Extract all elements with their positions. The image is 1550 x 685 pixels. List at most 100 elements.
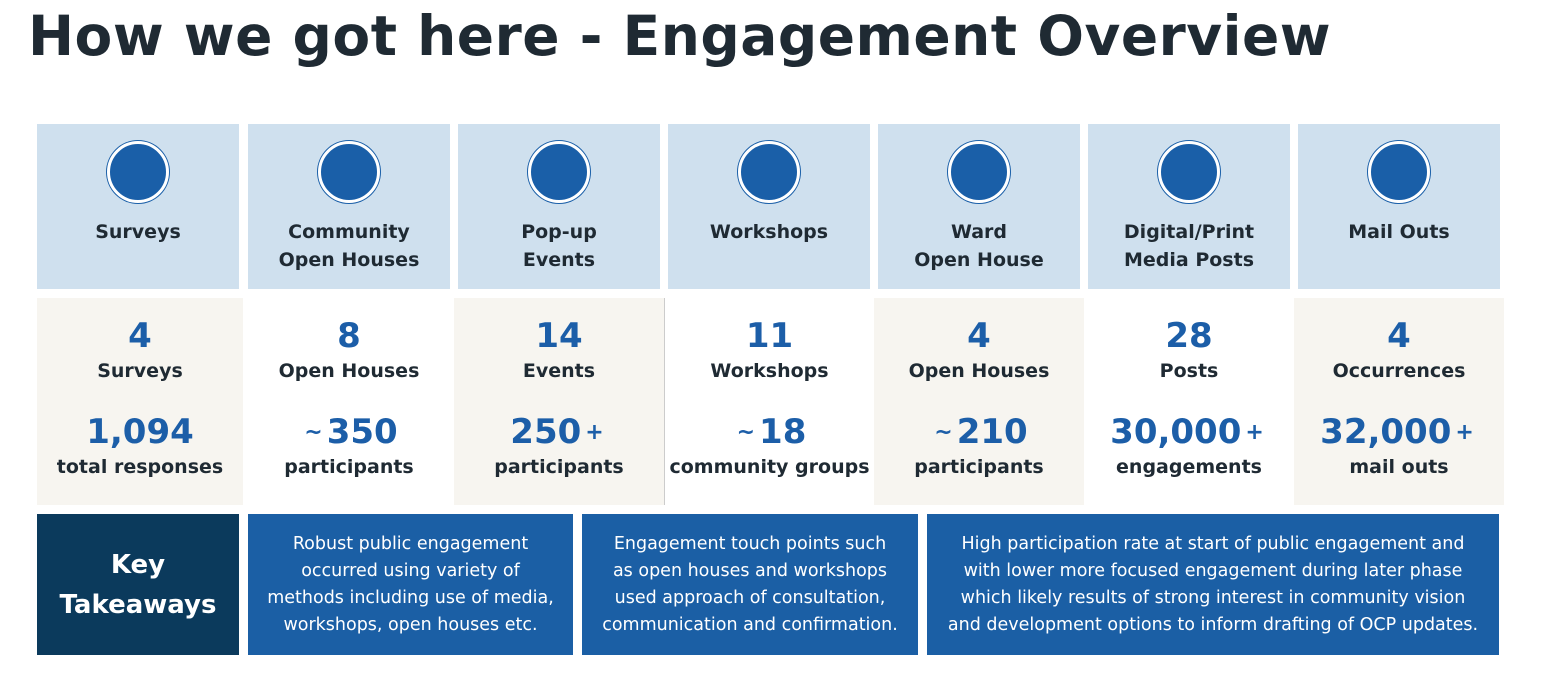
count: 28 bbox=[1165, 316, 1213, 356]
method-card: Community Open Houses bbox=[248, 124, 450, 289]
takeaway-box: Engagement touch points such as open hous… bbox=[582, 514, 918, 655]
label-line: Community bbox=[288, 221, 410, 243]
method-label: Community Open Houses bbox=[248, 218, 450, 274]
method-card: Pop-up Events bbox=[458, 124, 660, 289]
reach-suffix: + bbox=[585, 420, 604, 445]
count-unit: Posts bbox=[1159, 360, 1219, 382]
count: 4 bbox=[1387, 316, 1411, 356]
takeaway-line: communication and confirmation. bbox=[602, 614, 898, 635]
heading-line: Key bbox=[110, 549, 166, 580]
reach-unit: engagements bbox=[1116, 456, 1262, 478]
method-card: Digital/Print Media Posts bbox=[1088, 124, 1290, 289]
method-icon bbox=[948, 141, 1010, 203]
count-unit: Open Houses bbox=[908, 360, 1050, 382]
method-card: Surveys bbox=[37, 124, 239, 289]
count-unit: Events bbox=[522, 360, 596, 382]
takeaway-line: which likely results of strong interest … bbox=[960, 587, 1466, 608]
reach-unit: participants bbox=[494, 456, 624, 478]
reach-prefix: ~ bbox=[304, 420, 323, 445]
label-line: Open House bbox=[914, 249, 1044, 271]
method-card: Workshops bbox=[668, 124, 870, 289]
count: 4 bbox=[128, 316, 152, 356]
takeaway-line: Engagement touch points such bbox=[613, 533, 887, 554]
method-card: Mail Outs bbox=[1298, 124, 1500, 289]
stat-card: 4 Surveys 1,094 total responses bbox=[37, 298, 243, 505]
method-label: Mail Outs bbox=[1298, 218, 1500, 246]
count-unit: Open Houses bbox=[278, 360, 420, 382]
reach-value: 1,094 bbox=[86, 412, 194, 452]
reach-value: 350 bbox=[326, 412, 398, 452]
method-icon bbox=[1368, 141, 1430, 203]
method-icon bbox=[528, 141, 590, 203]
count-unit: Surveys bbox=[97, 360, 183, 382]
label-line: Ward bbox=[950, 221, 1008, 243]
takeaway-line: with lower more focused engagement durin… bbox=[963, 560, 1463, 581]
stat-card: 8 Open Houses ~350 participants bbox=[244, 298, 454, 505]
stat-card: 11 Workshops ~18 community groups bbox=[664, 298, 874, 505]
takeaway-line: used approach of consultation, bbox=[614, 587, 886, 608]
takeaway-line: occurred using variety of bbox=[301, 560, 520, 581]
stat-card: 4 Open Houses ~210 participants bbox=[874, 298, 1084, 505]
reach-unit: community groups bbox=[669, 456, 870, 478]
takeaway-box: High participation rate at start of publ… bbox=[927, 514, 1499, 655]
count: 14 bbox=[535, 316, 583, 356]
reach-value: 210 bbox=[956, 412, 1028, 452]
method-label: Workshops bbox=[668, 218, 870, 246]
method-icon bbox=[738, 141, 800, 203]
stat-card: 28 Posts 30,000 + engagements bbox=[1084, 298, 1294, 505]
method-label: Surveys bbox=[37, 218, 239, 246]
reach: 32,000 + bbox=[1294, 412, 1504, 452]
label-line: Workshops bbox=[709, 221, 829, 243]
reach-value: 32,000 bbox=[1320, 412, 1452, 452]
label-line: Events bbox=[522, 249, 596, 271]
page-title: How we got here - Engagement Overview bbox=[28, 4, 1332, 68]
heading-line: Takeaways bbox=[59, 589, 217, 620]
reach: ~350 bbox=[244, 412, 454, 452]
count-unit: Occurrences bbox=[1332, 360, 1466, 382]
label-line: Mail Outs bbox=[1348, 221, 1450, 243]
takeaway-line: as open houses and workshops bbox=[612, 560, 888, 581]
takeaway-line: methods including use of media, bbox=[267, 587, 554, 608]
takeaway-line: workshops, open houses etc. bbox=[283, 614, 538, 635]
reach-value: 250 bbox=[510, 412, 582, 452]
reach-prefix: ~ bbox=[934, 420, 953, 445]
takeaway-line: High participation rate at start of publ… bbox=[961, 533, 1465, 554]
reach-unit: participants bbox=[284, 456, 414, 478]
method-icon bbox=[318, 141, 380, 203]
reach-prefix: ~ bbox=[736, 420, 756, 445]
method-icon bbox=[107, 141, 169, 203]
reach-unit: participants bbox=[914, 456, 1044, 478]
reach: 30,000 + bbox=[1084, 412, 1294, 452]
label-line: Open Houses bbox=[278, 249, 420, 271]
reach: ~18 bbox=[665, 412, 874, 452]
reach-value: 30,000 bbox=[1110, 412, 1242, 452]
method-label: Digital/Print Media Posts bbox=[1088, 218, 1290, 274]
takeaways-heading: Key Takeaways bbox=[37, 514, 239, 655]
reach-suffix: + bbox=[1245, 420, 1264, 445]
label-line: Media Posts bbox=[1123, 249, 1255, 271]
method-label: Ward Open House bbox=[878, 218, 1080, 274]
reach-value: 18 bbox=[759, 412, 807, 452]
label-line: Pop-up bbox=[521, 221, 597, 243]
takeaway-box: Robust public engagement occurred using v… bbox=[248, 514, 573, 655]
label-line: Surveys bbox=[95, 221, 181, 243]
stat-card: 14 Events 250 + participants bbox=[454, 298, 664, 505]
reach: ~210 bbox=[874, 412, 1084, 452]
takeaway-line: Robust public engagement bbox=[292, 533, 529, 554]
count-unit: Workshops bbox=[710, 360, 829, 382]
count: 4 bbox=[967, 316, 991, 356]
reach: 250 + bbox=[454, 412, 664, 452]
method-card: Ward Open House bbox=[878, 124, 1080, 289]
method-label: Pop-up Events bbox=[458, 218, 660, 274]
reach-unit: total responses bbox=[56, 456, 224, 478]
reach: 1,094 bbox=[37, 412, 243, 452]
label-line: Digital/Print bbox=[1123, 221, 1255, 243]
count: 8 bbox=[337, 316, 361, 356]
takeaway-line: and development options to inform drafti… bbox=[947, 614, 1479, 635]
count: 11 bbox=[745, 316, 794, 356]
method-icon bbox=[1158, 141, 1220, 203]
stat-card: 4 Occurrences 32,000 + mail outs bbox=[1294, 298, 1504, 505]
reach-unit: mail outs bbox=[1349, 456, 1449, 478]
reach-suffix: + bbox=[1455, 420, 1474, 445]
